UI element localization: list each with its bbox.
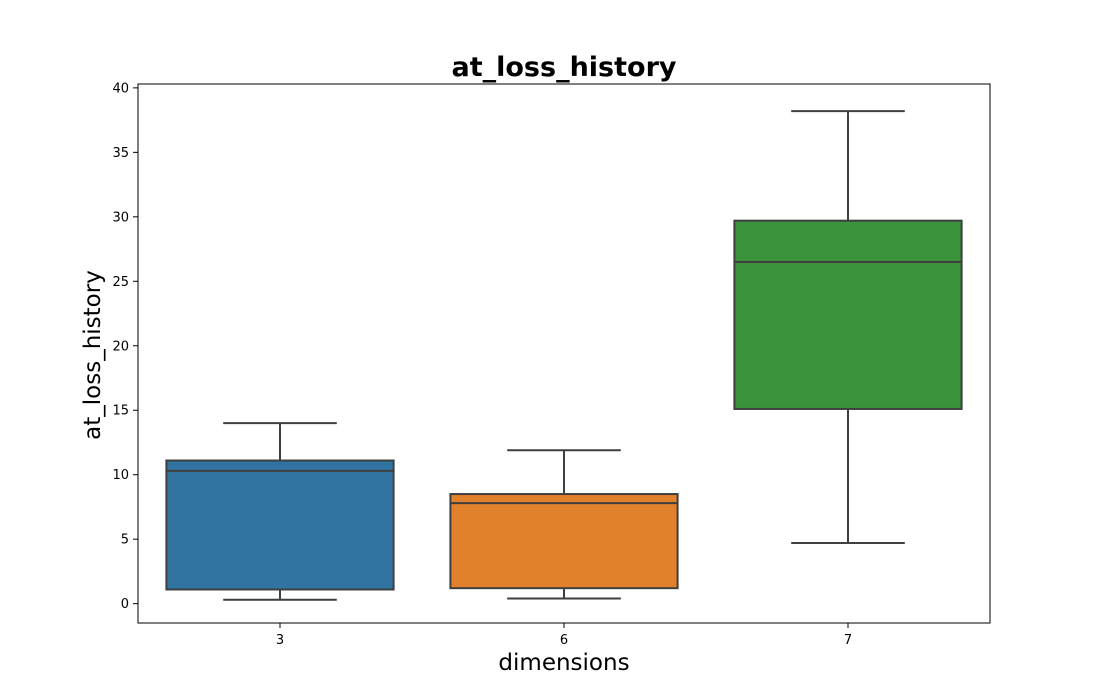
box-group-7 bbox=[733, 110, 963, 545]
y-tick-label: 5 bbox=[121, 533, 129, 548]
x-tick-label: 7 bbox=[844, 633, 852, 648]
y-tick-label: 10 bbox=[112, 468, 129, 483]
x-tick-label: 3 bbox=[276, 633, 284, 648]
y-tick-label: 20 bbox=[112, 339, 129, 354]
box-iqr bbox=[449, 493, 679, 590]
box-iqr bbox=[733, 219, 963, 410]
box-iqr bbox=[165, 459, 395, 591]
y-tick-label: 15 bbox=[112, 404, 129, 419]
y-tick-label: 0 bbox=[121, 597, 129, 612]
plot-area: 0 5 10 15 20 25 30 35 40 3 6 7 bbox=[112, 81, 991, 648]
x-axis-label: dimensions bbox=[498, 650, 629, 676]
y-tick-label: 25 bbox=[112, 275, 129, 290]
box-group-3 bbox=[165, 422, 395, 601]
y-tick-label: 40 bbox=[112, 81, 129, 96]
x-tick-label: 6 bbox=[560, 633, 568, 648]
y-axis-label: at_loss_history bbox=[80, 270, 106, 440]
chart-title: at_loss_history bbox=[452, 52, 677, 83]
y-tick-label: 30 bbox=[112, 210, 129, 225]
y-tick-label: 35 bbox=[112, 146, 129, 161]
box-group-6 bbox=[449, 449, 679, 600]
